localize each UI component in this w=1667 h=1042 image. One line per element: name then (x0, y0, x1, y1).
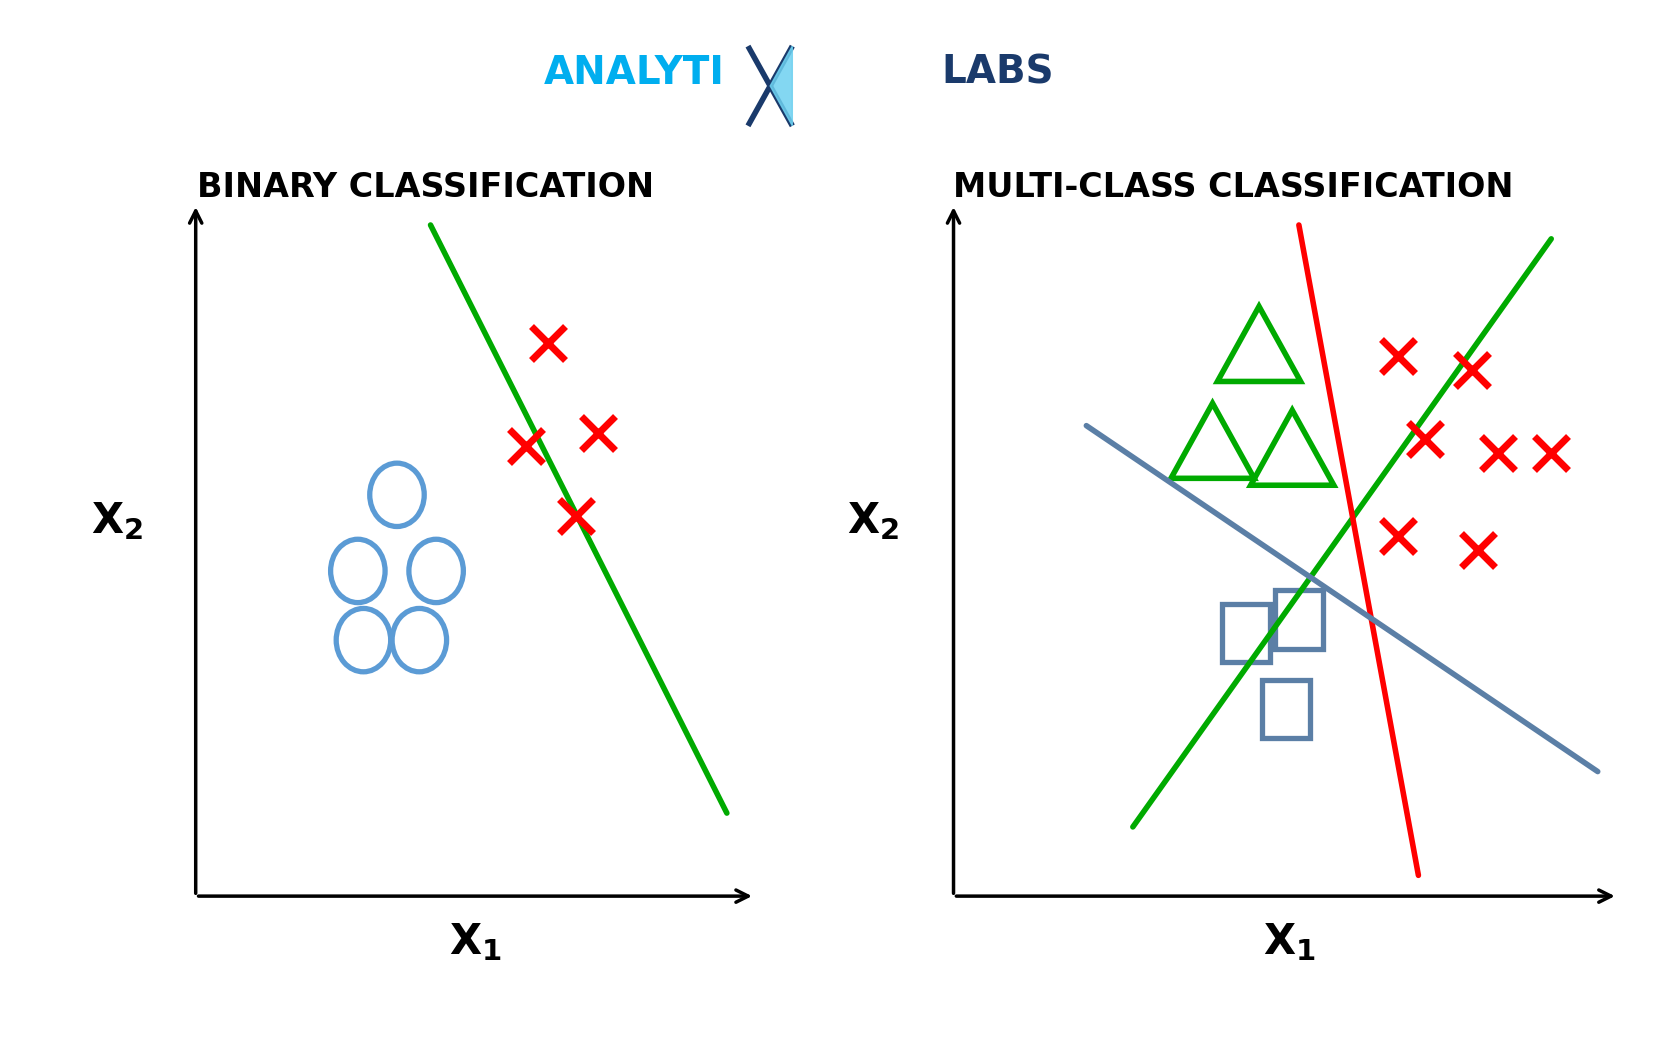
Text: $\mathbf{X_2}$: $\mathbf{X_2}$ (90, 500, 143, 542)
Text: $\mathbf{X_1}$: $\mathbf{X_1}$ (448, 921, 502, 963)
Text: BINARY CLASSIFICATION: BINARY CLASSIFICATION (197, 171, 653, 204)
Text: MULTI-CLASS CLASSIFICATION: MULTI-CLASS CLASSIFICATION (954, 171, 1514, 204)
Polygon shape (770, 46, 792, 126)
Text: $\mathbf{X_1}$: $\mathbf{X_1}$ (1264, 921, 1315, 963)
Bar (1222, 604, 1270, 663)
Bar (1262, 680, 1310, 739)
Text: $\mathbf{X_2}$: $\mathbf{X_2}$ (847, 500, 900, 542)
Text: ANALYTI: ANALYTI (543, 54, 725, 92)
Text: LABS: LABS (942, 54, 1055, 92)
Bar (1275, 590, 1324, 648)
